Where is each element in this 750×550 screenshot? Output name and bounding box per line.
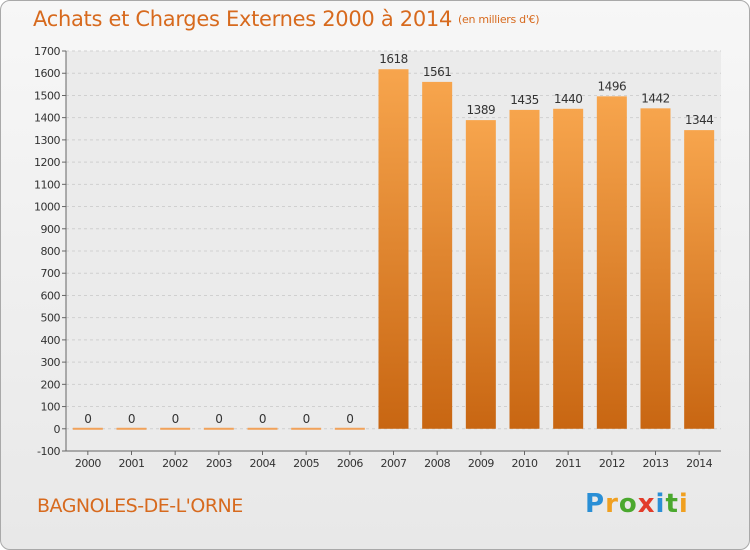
y-tick-label: 600 [41, 289, 61, 302]
bar [422, 81, 453, 429]
y-tick-label: 1200 [34, 156, 60, 169]
bar [553, 108, 584, 429]
bar [247, 427, 278, 430]
y-tick-label: 1100 [34, 178, 60, 191]
y-tick-label: 1600 [34, 67, 60, 80]
x-tick-label: 2004 [250, 457, 276, 470]
data-label: 0 [172, 412, 179, 426]
x-tick-label: 2002 [162, 457, 188, 470]
y-tick-label: 0 [54, 423, 61, 436]
x-tick-label: 2012 [599, 457, 625, 470]
brand-letter: P [585, 489, 606, 519]
bar [72, 427, 103, 430]
bar [334, 427, 365, 430]
x-tick-label: 2010 [512, 457, 538, 470]
brand-letter: t [665, 489, 679, 519]
y-tick-label: 500 [41, 312, 61, 325]
x-tick-label: 2011 [555, 457, 581, 470]
x-tick-label: 2013 [643, 457, 669, 470]
brand-letter: r [605, 489, 619, 519]
data-label: 1389 [467, 103, 496, 117]
x-tick-label: 2007 [381, 457, 407, 470]
y-tick-label: 300 [41, 356, 61, 369]
bar [509, 109, 540, 429]
data-label: 1440 [554, 92, 583, 106]
y-tick-label: 400 [41, 334, 61, 347]
y-tick-label: 1700 [34, 45, 60, 58]
y-tick-label: 1300 [34, 134, 60, 147]
x-tick-label: 2014 [686, 457, 712, 470]
bar [684, 130, 715, 429]
data-label: 0 [84, 412, 91, 426]
data-label: 1618 [379, 52, 408, 66]
brand-letter: i [655, 489, 666, 519]
data-label: 1561 [423, 65, 452, 79]
x-tick-label: 2006 [337, 457, 363, 470]
y-tick-label: 700 [41, 267, 61, 280]
data-label: 1442 [641, 91, 670, 105]
data-label: 1344 [685, 113, 714, 127]
x-tick-label: 2008 [424, 457, 450, 470]
bar [116, 427, 147, 430]
bar [160, 427, 191, 430]
x-tick-label: 2005 [293, 457, 319, 470]
x-tick-label: 2000 [75, 457, 101, 470]
x-tick-label: 2003 [206, 457, 232, 470]
brand-letter: x [637, 489, 656, 519]
y-tick-label: 1400 [34, 112, 60, 125]
brand-letter: i [678, 489, 689, 519]
y-tick-label: 900 [41, 223, 61, 236]
y-tick-label: 800 [41, 245, 61, 258]
data-label: 0 [346, 412, 353, 426]
bar [378, 69, 409, 429]
brand-letter: o [618, 489, 638, 519]
chart-title: Achats et Charges Externes 2000 à 2014 (e… [33, 7, 540, 31]
x-tick-label: 2001 [119, 457, 145, 470]
bar [465, 120, 496, 429]
data-label: 0 [303, 412, 310, 426]
y-tick-label: 100 [41, 401, 61, 414]
data-label: 1496 [598, 79, 627, 93]
chart-subtitle: (en milliers d'€) [458, 13, 540, 26]
chart-title-text: Achats et Charges Externes 2000 à 2014 [33, 7, 453, 31]
bar [596, 96, 627, 429]
brand-logo: Proxiti [585, 489, 689, 519]
bar [640, 108, 671, 429]
data-label: 0 [259, 412, 266, 426]
y-tick-label: 200 [41, 378, 61, 391]
data-label: 0 [215, 412, 222, 426]
y-tick-label: 1000 [34, 201, 60, 214]
bar [291, 427, 322, 430]
y-tick-label: -100 [37, 445, 60, 458]
data-label: 1435 [510, 93, 539, 107]
x-tick-label: 2009 [468, 457, 494, 470]
y-tick-label: 1500 [34, 89, 60, 102]
bar [203, 427, 234, 430]
data-label: 0 [128, 412, 135, 426]
location-label: BAGNOLES-DE-L'ORNE [37, 495, 243, 517]
